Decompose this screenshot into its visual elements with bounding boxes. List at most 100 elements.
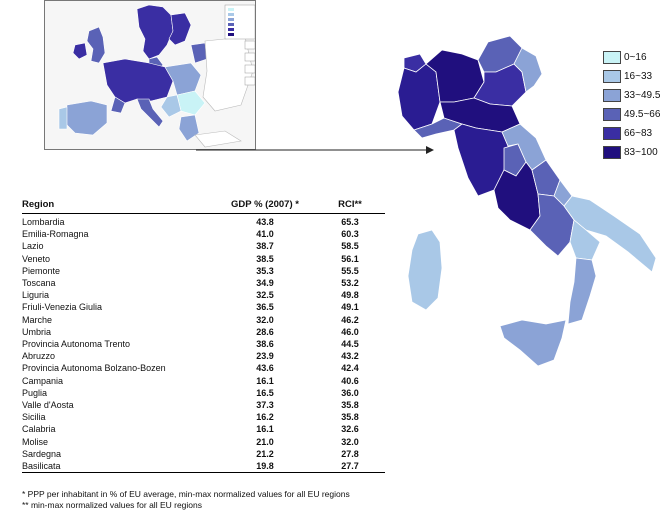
table-row: Campania 16.1 40.6 <box>22 375 385 387</box>
table-row: Sardegna 21.2 27.8 <box>22 448 385 460</box>
table-row: Provincia Autonoma Trento 38.6 44.5 <box>22 338 385 350</box>
cell-rci: 36.0 <box>341 387 359 398</box>
footnote-gdp: * PPP per inhabitant in % of EU average,… <box>22 489 350 499</box>
region-sardegna <box>407 229 443 311</box>
cell-rci: 46.0 <box>341 326 359 337</box>
legend-swatch <box>603 89 621 102</box>
table-row: Lombardia 43.8 65.3 <box>22 214 385 229</box>
legend-label: 66~83 <box>624 128 653 139</box>
cell-rci: 32.0 <box>341 436 359 447</box>
table-header-row: Region GDP % (2007) * RCI** <box>22 198 385 214</box>
cell-gdp: 43.6 <box>256 363 274 374</box>
cell-rci: 43.2 <box>341 351 359 362</box>
legend-label: 83~100 <box>624 147 658 158</box>
cell-region: Calabria <box>22 424 56 435</box>
table-row: Lazio 38.7 58.5 <box>22 240 385 252</box>
cell-rci: 42.4 <box>341 363 359 374</box>
cell-gdp: 16.5 <box>256 387 274 398</box>
legend-item: 83~100 <box>603 143 671 162</box>
cell-rci: 53.2 <box>341 278 359 289</box>
cell-gdp: 38.5 <box>256 253 274 264</box>
table-row: Molise 21.0 32.0 <box>22 436 385 448</box>
cell-region: Emilia-Romagna <box>22 229 89 240</box>
table-row: Abruzzo 23.9 43.2 <box>22 350 385 362</box>
legend-swatch <box>603 51 621 64</box>
cell-gdp: 35.3 <box>256 265 274 276</box>
header-gdp: GDP % (2007) * <box>215 198 315 214</box>
cell-gdp: 16.2 <box>256 412 274 423</box>
cell-rci: 60.3 <box>341 229 359 240</box>
table-row: Provincia Autonoma Bolzano-Bozen 43.6 42.4 <box>22 362 385 374</box>
cell-region: Molise <box>22 436 49 447</box>
cell-rci: 40.6 <box>341 375 359 386</box>
legend-swatch <box>603 70 621 83</box>
cell-gdp: 21.0 <box>256 436 274 447</box>
region-veneto <box>473 63 527 107</box>
cell-rci: 49.8 <box>341 290 359 301</box>
cell-rci: 27.8 <box>341 448 359 459</box>
table-row: Umbria 28.6 46.0 <box>22 326 385 338</box>
cell-rci: 58.5 <box>341 241 359 252</box>
legend-swatch <box>603 127 621 140</box>
cell-region: Valle d'Aosta <box>22 400 74 411</box>
cell-region: Lombardia <box>22 217 65 227</box>
cell-rci: 35.8 <box>341 400 359 411</box>
cell-region: Lazio <box>22 241 44 252</box>
cell-region: Provincia Autonoma Trento <box>22 339 131 350</box>
legend-label: 0~16 <box>624 52 647 63</box>
table-row: Toscana 34.9 53.2 <box>22 277 385 289</box>
legend-item: 66~83 <box>603 124 671 143</box>
cell-region: Puglia <box>22 387 48 398</box>
cell-region: Abruzzo <box>22 351 56 362</box>
table-row: Liguria 32.5 49.8 <box>22 289 385 301</box>
cell-gdp: 19.8 <box>215 460 315 474</box>
cell-gdp: 32.5 <box>256 290 274 301</box>
legend-label: 49.5~66 <box>624 109 661 120</box>
cell-gdp: 21.2 <box>256 448 274 459</box>
cell-region: Sardegna <box>22 448 62 459</box>
cell-rci: 55.5 <box>341 265 359 276</box>
cell-gdp: 43.8 <box>256 217 274 227</box>
footnote-rci: ** min-max normalized values for all EU … <box>22 500 202 510</box>
cell-rci: 35.8 <box>341 412 359 423</box>
legend-label: 33~49.5 <box>624 90 661 101</box>
region-sicilia <box>499 319 567 367</box>
legend-item: 33~49.5 <box>603 86 671 105</box>
cell-gdp: 34.9 <box>256 278 274 289</box>
table-row: Friuli-Venezia Giulia 36.5 49.1 <box>22 301 385 313</box>
table-row: Puglia 16.5 36.0 <box>22 387 385 399</box>
legend-item: 16~33 <box>603 67 671 86</box>
cell-region: Liguria <box>22 290 50 301</box>
map-legend: 0~16 16~33 33~49.5 49.5~66 66~83 83~100 <box>603 48 671 162</box>
cell-rci: 44.5 <box>341 339 359 350</box>
eu-map-graphic <box>45 1 255 149</box>
cell-rci: 32.6 <box>341 424 359 435</box>
cell-gdp: 37.3 <box>256 400 274 411</box>
cell-gdp: 28.6 <box>256 326 274 337</box>
cell-gdp: 38.7 <box>256 241 274 252</box>
table-row: Valle d'Aosta 37.3 35.8 <box>22 399 385 411</box>
legend-label: 16~33 <box>624 71 653 82</box>
table-row: Piemonte 35.3 55.5 <box>22 265 385 277</box>
table-row: Calabria 16.1 32.6 <box>22 423 385 435</box>
cell-region: Veneto <box>22 253 51 264</box>
cell-gdp: 32.0 <box>256 314 274 325</box>
cell-gdp: 16.1 <box>256 375 274 386</box>
table-row: Marche 32.0 46.2 <box>22 314 385 326</box>
cell-gdp: 38.6 <box>256 339 274 350</box>
table-row: Basilicata 19.8 27.7 <box>22 460 385 474</box>
cell-region: Toscana <box>22 278 56 289</box>
legend-swatch <box>603 108 621 121</box>
cell-region: Provincia Autonoma Bolzano-Bozen <box>22 363 166 374</box>
cell-region: Piemonte <box>22 265 61 276</box>
region-calabria <box>567 257 597 325</box>
legend-item: 49.5~66 <box>603 105 671 124</box>
cell-gdp: 41.0 <box>256 229 274 240</box>
cell-rci: 27.7 <box>315 460 385 474</box>
italy-map <box>397 35 657 367</box>
table-row: Sicilia 16.2 35.8 <box>22 411 385 423</box>
cell-gdp: 36.5 <box>256 302 274 313</box>
cell-rci: 56.1 <box>341 253 359 264</box>
cell-region: Sicilia <box>22 412 46 423</box>
header-rci: RCI** <box>315 198 385 214</box>
